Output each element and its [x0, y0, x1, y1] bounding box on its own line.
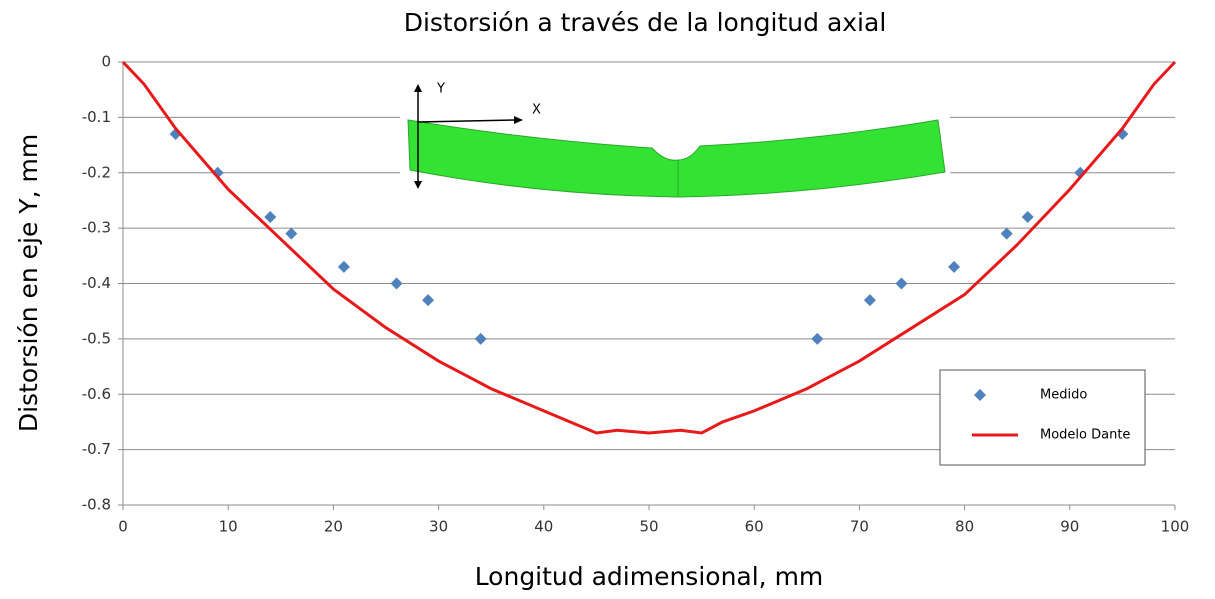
x-tick-label: 30: [429, 518, 448, 536]
y-tick-label: -0.2: [82, 163, 111, 181]
marker: [390, 277, 403, 290]
x-tick-label: 80: [955, 518, 974, 536]
inset-figure: Y X: [400, 78, 950, 202]
y-tick-label: -0.7: [82, 440, 111, 458]
x-arrow: [417, 119, 517, 123]
plot: [121, 60, 1177, 435]
marker: [474, 332, 487, 345]
marker: [264, 211, 277, 224]
x-axis-label: Longitud adimensional, mm: [475, 562, 824, 591]
legend-label: Medido: [1040, 388, 1087, 403]
legend-label: Modelo Dante: [1040, 428, 1130, 443]
inset-label: Y: [436, 82, 445, 97]
x-tick-label: 20: [324, 518, 343, 536]
inset-label: X: [532, 103, 541, 118]
x-tick-label: 100: [1161, 518, 1190, 536]
x-tick-label: 0: [118, 518, 128, 536]
legend-marker: [974, 389, 986, 401]
y-tick-label: -0.1: [82, 108, 111, 126]
x-tick-label: 10: [219, 518, 238, 536]
y-axis-label: Distorsión en eje Y, mm: [14, 134, 43, 432]
marker: [811, 332, 824, 345]
marker: [863, 294, 876, 307]
marker: [422, 294, 435, 307]
x-tick-label: 60: [745, 518, 764, 536]
legend-box: [939, 369, 1146, 466]
y-tick-label: -0.6: [82, 385, 111, 403]
x-tick-label: 40: [534, 518, 553, 536]
y-tick-label: -0.5: [82, 329, 111, 347]
x-tick-label: 70: [850, 518, 869, 536]
y-tick-label: 0: [101, 53, 111, 71]
arrow-head: [514, 116, 523, 124]
x-tick-label: 90: [1060, 518, 1079, 536]
y-tick-label: -0.3: [82, 219, 111, 237]
chart-title: Distorsión a través de la longitud axial: [404, 8, 887, 37]
marker: [895, 277, 908, 290]
y-tick-label: -0.8: [82, 496, 111, 514]
x-tick-label: 50: [639, 518, 658, 536]
marker: [948, 260, 961, 273]
marker: [337, 260, 350, 273]
beam: [407, 119, 946, 198]
marker: [1000, 227, 1013, 240]
marker: [285, 227, 298, 240]
line: [121, 60, 1177, 435]
marker: [1021, 211, 1034, 224]
y-tick-label: -0.4: [82, 274, 111, 292]
